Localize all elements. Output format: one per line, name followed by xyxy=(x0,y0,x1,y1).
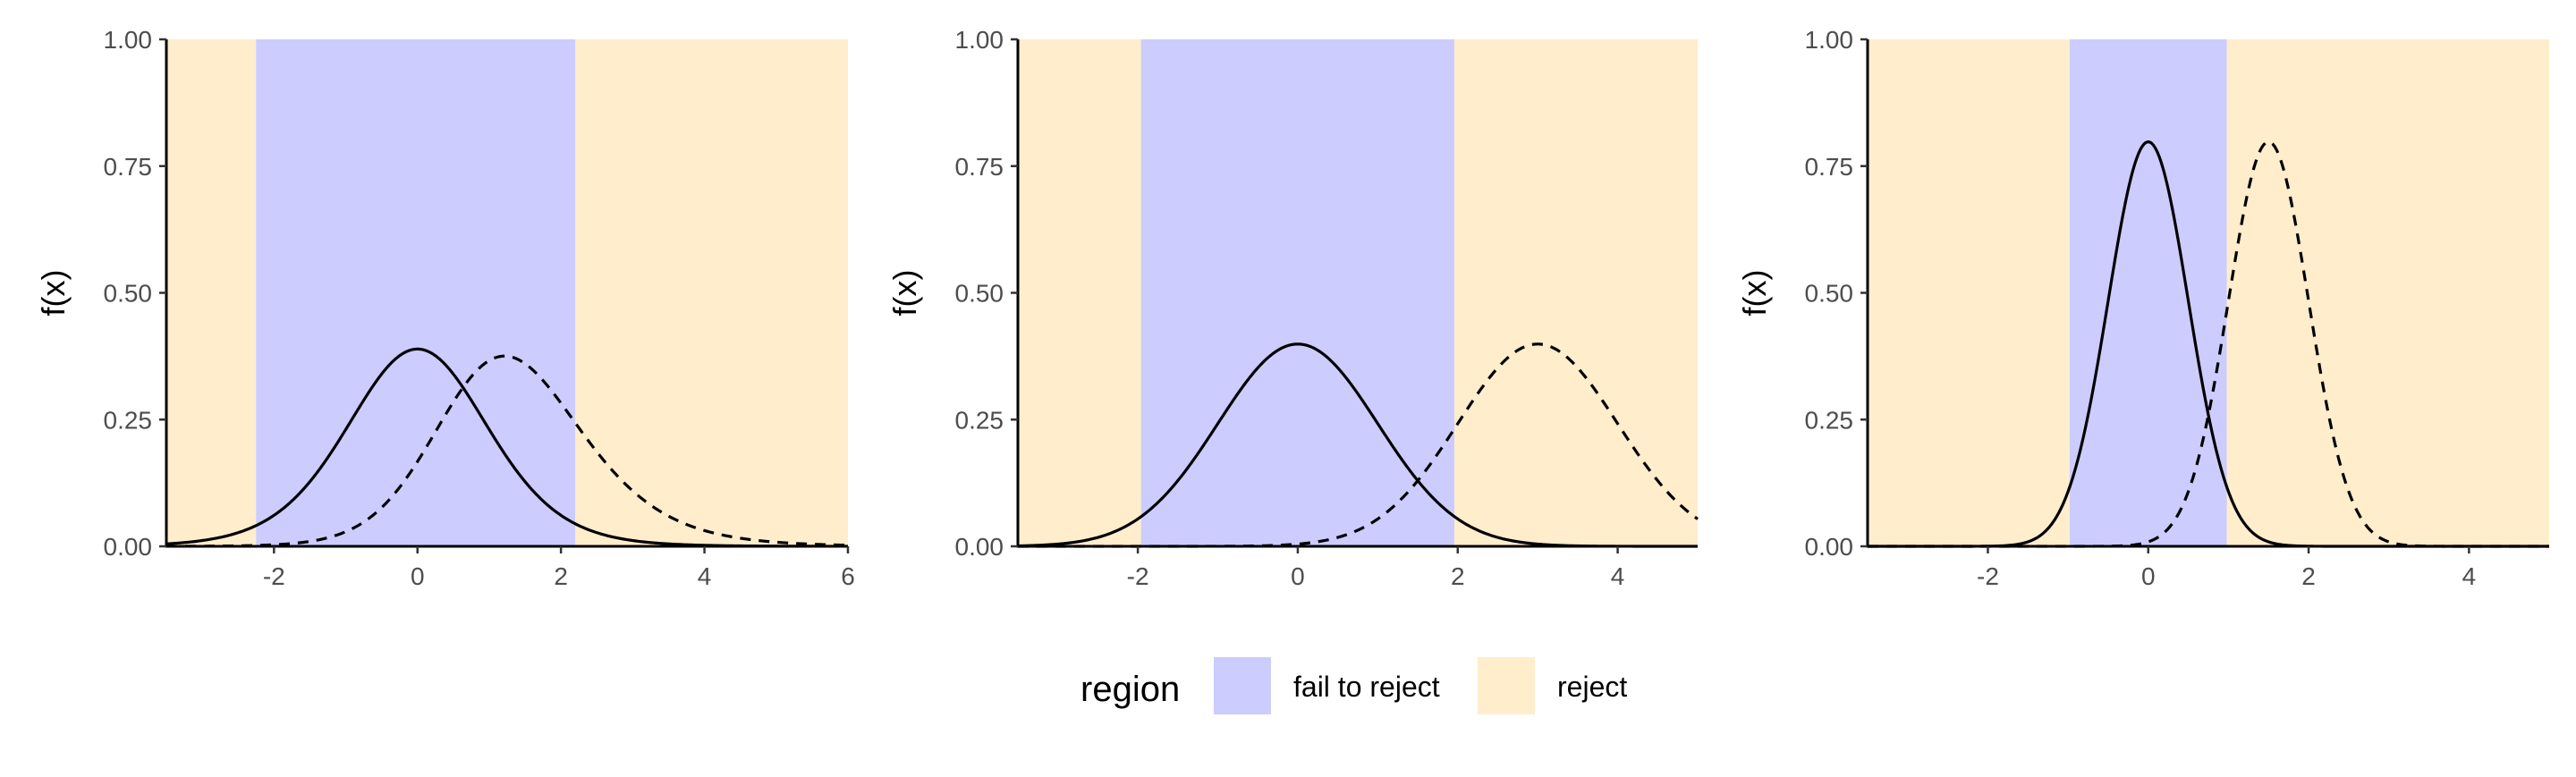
region-reject xyxy=(2226,39,2549,546)
y-tick-label: 0.25 xyxy=(955,406,1004,434)
y-axis-title: f(x) xyxy=(35,270,72,317)
y-tick-label: 0.50 xyxy=(955,280,1004,308)
y-tick-label: 0.75 xyxy=(104,153,153,181)
y-tick-label: 0.00 xyxy=(1805,533,1854,561)
y-tick-label: 0.75 xyxy=(955,153,1004,181)
legend-label-fail-to-reject: fail to reject xyxy=(1293,671,1440,703)
y-tick-label: 0.75 xyxy=(1805,153,1854,181)
region-reject xyxy=(1868,39,2070,546)
region-fail-to-reject xyxy=(1140,39,1455,546)
y-tick-label: 0.50 xyxy=(1805,280,1854,308)
x-tick-label: 0 xyxy=(2141,562,2156,590)
x-tick-label: 4 xyxy=(698,562,712,590)
panel-3: 0.00 0.25 0.50 0.75 1.00 -2 0 2 4 f(x) xyxy=(1736,26,2549,590)
y-tick-label: 0.00 xyxy=(955,533,1004,561)
legend-label-reject: reject xyxy=(1557,671,1627,703)
region-reject xyxy=(1454,39,1698,546)
legend-key-fail-to-reject xyxy=(1214,657,1271,714)
legend-key-reject xyxy=(1478,657,1535,714)
x-tick-label: 2 xyxy=(2301,562,2316,590)
x-tick-label: 0 xyxy=(1291,562,1305,590)
x-tick-label: 4 xyxy=(2462,562,2477,590)
x-tick-label: 4 xyxy=(1611,562,1625,590)
legend: region fail to reject reject xyxy=(1080,657,1627,714)
x-tick-label: 2 xyxy=(1451,562,1465,590)
y-tick-label: 0.25 xyxy=(104,406,153,434)
y-tick-label: 0.00 xyxy=(104,533,153,561)
x-tick-label: -2 xyxy=(1127,562,1149,590)
panel-2: 0.00 0.25 0.50 0.75 1.00 -2 0 2 4 f(x) xyxy=(886,26,1699,590)
y-axis-title: f(x) xyxy=(1736,270,1773,317)
x-tick-label: -2 xyxy=(1977,562,1999,590)
panel-1: 0.00 0.25 0.50 0.75 1.00 -2 0 2 4 6 f(x) xyxy=(35,26,855,590)
region-reject xyxy=(575,39,848,546)
y-tick-label: 0.25 xyxy=(1805,406,1854,434)
y-tick-label: 1.00 xyxy=(104,26,153,54)
region-reject xyxy=(166,39,257,546)
x-tick-label: 6 xyxy=(841,562,855,590)
region-reject xyxy=(1018,39,1141,546)
x-tick-label: -2 xyxy=(263,562,285,590)
y-axis-title: f(x) xyxy=(886,270,923,317)
y-tick-label: 0.50 xyxy=(104,280,153,308)
legend-title: region xyxy=(1080,670,1180,709)
y-tick-label: 1.00 xyxy=(955,26,1004,54)
alternative-density-curve xyxy=(165,354,849,548)
y-tick-label: 1.00 xyxy=(1805,26,1854,54)
x-tick-label: 0 xyxy=(411,562,425,590)
x-tick-label: 2 xyxy=(554,562,568,590)
region-fail-to-reject xyxy=(2069,39,2227,546)
region-fail-to-reject xyxy=(256,39,576,546)
